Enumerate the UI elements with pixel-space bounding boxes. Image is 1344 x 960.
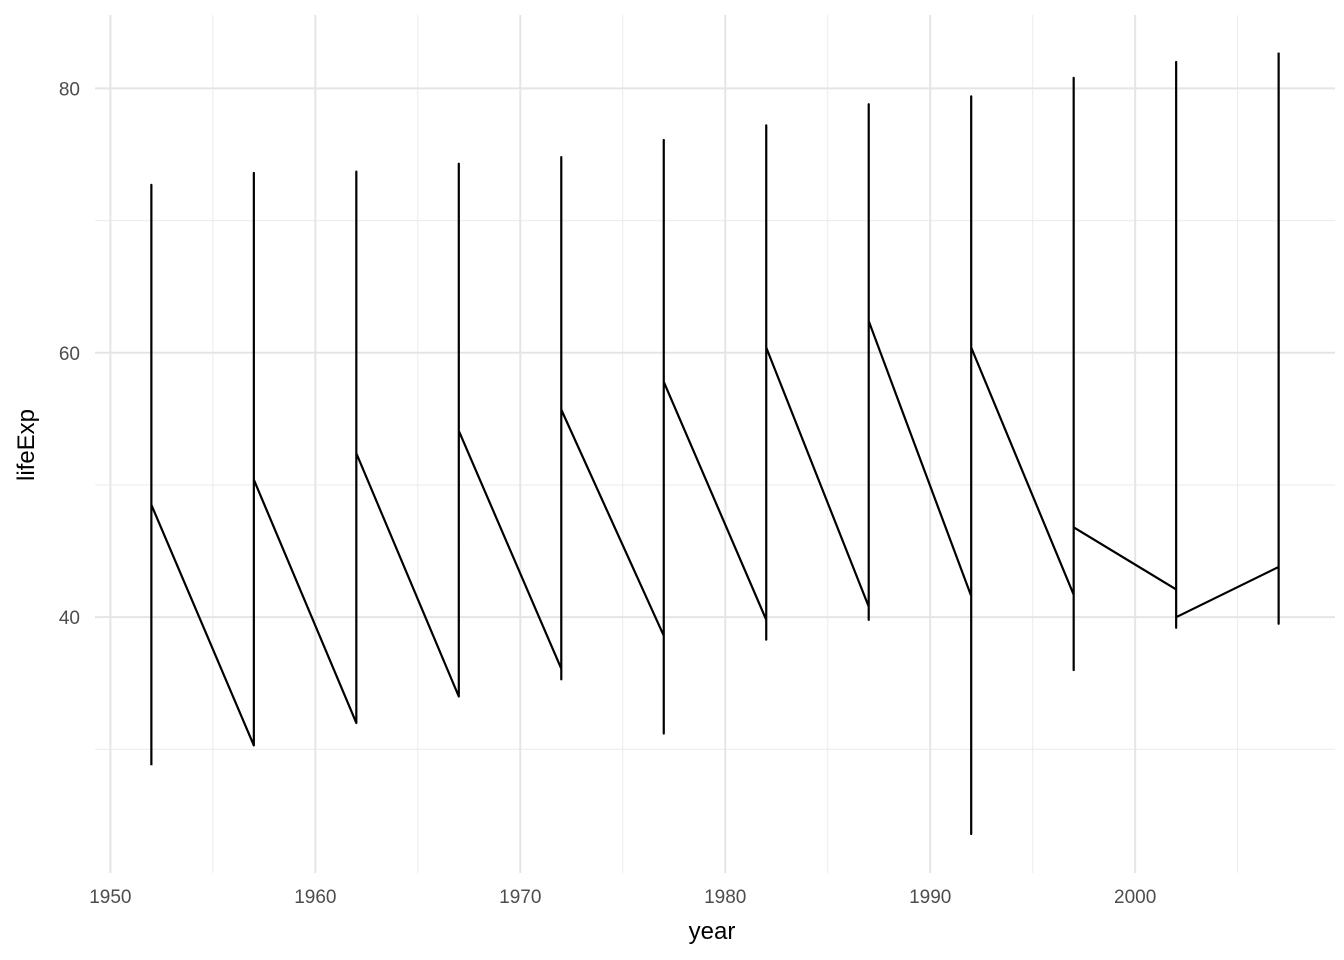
y-tick-label: 80 <box>59 79 80 100</box>
y-axis-title: lifeExp <box>13 409 40 481</box>
x-tick-label: 1970 <box>499 887 541 908</box>
x-tick-label: 2000 <box>1114 887 1156 908</box>
y-tick-label: 60 <box>59 344 80 365</box>
line <box>150 52 1280 836</box>
x-axis-title: year <box>689 918 736 945</box>
x-tick-label: 1980 <box>704 887 746 908</box>
x-tick-label: 1950 <box>89 887 131 908</box>
y-tick-label: 40 <box>59 608 80 629</box>
x-tick-label: 1990 <box>909 887 951 908</box>
x-tick-label: 1960 <box>294 887 336 908</box>
